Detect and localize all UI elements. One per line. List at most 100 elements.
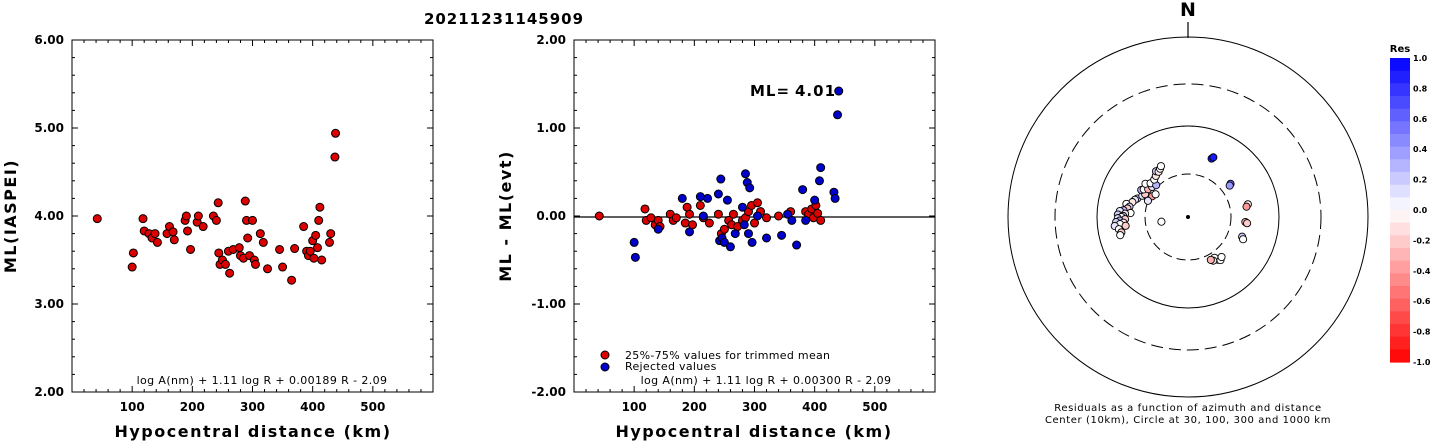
panel2-rejected-point (743, 229, 753, 239)
colorbar-cell (1390, 172, 1410, 186)
panel2-rejected-point (629, 237, 639, 247)
station-marker (1206, 255, 1215, 264)
panel1-data-point (152, 237, 162, 247)
panel1-xtick-label: 300 (240, 400, 265, 414)
panel1-data-point (309, 253, 319, 263)
station-marker (1242, 202, 1251, 211)
station-marker (1121, 221, 1130, 230)
panel2-xtick-label: 500 (862, 400, 887, 414)
station-marker (1143, 196, 1152, 205)
colorbar-tick-label: -0.4 (1413, 267, 1431, 276)
panel2-rejected-point (695, 192, 705, 202)
panel1-data-point (92, 214, 102, 224)
panel2-ytick-label: -1.00 (531, 297, 566, 311)
panel2-rejected-point (703, 193, 713, 203)
panel2-trimmed-point (640, 204, 650, 214)
panel1-x-axis: 100 200 300 400 500 (83, 40, 422, 414)
panel1-data-point (248, 215, 257, 225)
panel2-trimmed-point (713, 209, 723, 219)
panel2-rejected-point (810, 195, 820, 205)
panel1-data-point (290, 244, 300, 254)
colorbar-cell (1390, 83, 1410, 97)
panel1-data-point (326, 229, 336, 239)
legend-rejected-label: Rejected values (625, 360, 717, 373)
colorbar-tick-label: 0.6 (1413, 115, 1428, 124)
colorbar-cell (1390, 58, 1410, 72)
panel2-rejected-point (753, 211, 763, 221)
legend-rejected-marker (600, 362, 610, 372)
panel1-data-point (258, 237, 268, 247)
panel2-ytick-label: -2.00 (531, 385, 566, 399)
panel1-xtick-label: 400 (300, 400, 325, 414)
colorbar-cell (1390, 210, 1410, 224)
panel2-trimmed-point (704, 218, 714, 228)
panel1-data-point (234, 243, 244, 253)
station-marker (1116, 231, 1125, 240)
panel-ml-residual: -2.00 -1.00 0.00 1.00 2.00 100 200 300 400 500 M… (496, 33, 936, 441)
station-marker (1239, 235, 1248, 244)
station-marker (1157, 217, 1166, 226)
panel2-rejected-point (653, 224, 663, 234)
panel2-rejected-point (792, 240, 802, 250)
panel1-data-point (169, 235, 179, 245)
colorbar-cell (1390, 273, 1410, 287)
panel1-data-point (211, 215, 221, 225)
panel2-rejected-point (777, 230, 787, 240)
panel1-data-point (312, 243, 322, 253)
panel1-data-point (243, 233, 253, 243)
panel2-rejected-point (798, 185, 808, 195)
legend-trimmed-label: 25%-75% values for trimmed mean (625, 349, 830, 362)
outer-circle-1000km (1007, 36, 1369, 398)
panel2-trimmed-point (816, 215, 826, 225)
panel2-ytick-label: 2.00 (536, 33, 566, 47)
panel2-rejected-point (713, 189, 723, 199)
circle-100km (1096, 125, 1280, 309)
panel1-data-point (255, 229, 265, 239)
panel2-xtick-label: 200 (682, 400, 707, 414)
station-marker (1156, 162, 1166, 171)
panel2-rejected-point (740, 169, 750, 179)
panel2-rejected-point (747, 237, 757, 247)
panel2-x-label: Hypocentral distance (km) (615, 422, 892, 441)
colorbar-cell (1390, 222, 1410, 236)
station-marker (1209, 153, 1218, 162)
station-marker (1225, 181, 1234, 190)
panel2-trimmed-point (774, 211, 784, 221)
panel1-data-point (287, 275, 297, 285)
panel2-trimmed-point (728, 209, 738, 219)
colorbar-tick-label: -0.6 (1413, 297, 1431, 306)
colorbar-tick-label: -0.8 (1413, 328, 1431, 337)
panel1-data-point (314, 215, 324, 225)
panel2-rejected-point (739, 220, 749, 230)
colorbar-cell (1390, 159, 1410, 173)
panel1-data-point (186, 244, 196, 254)
colorbar-tick-label: -1.0 (1413, 358, 1431, 367)
colorbar-cell (1390, 70, 1410, 84)
colorbar-cell (1390, 146, 1410, 160)
north-label: N (1180, 0, 1196, 21)
colorbar-cell (1390, 298, 1410, 312)
panel1-data-point (214, 248, 224, 258)
panel1-data-point (331, 128, 341, 138)
colorbar-cell (1390, 197, 1410, 211)
panel2-xtick-label: 100 (622, 400, 647, 414)
circle-30km (1144, 173, 1232, 261)
panel2-rejected-point (814, 176, 824, 186)
panel1-data-point (299, 222, 309, 232)
panel1-data-point (263, 264, 273, 274)
panel1-ytick-label: 2.00 (34, 385, 64, 399)
panel1-ytick-label: 6.00 (34, 33, 64, 47)
panel1-data-point (311, 230, 321, 240)
colorbar-cell (1390, 108, 1410, 122)
colorbar-cell (1390, 311, 1410, 325)
station-marker (1243, 219, 1252, 228)
panel1-data-point (240, 196, 250, 206)
panel2-trimmed-point (695, 200, 705, 210)
panel2-rejected-point (783, 209, 793, 219)
panel2-trimmed-point (753, 198, 763, 208)
panel2-xtick-label: 400 (802, 400, 827, 414)
panel1-points (92, 128, 341, 285)
panel1-data-point (150, 229, 160, 239)
panel2-y-label: ML - ML(evt) (496, 150, 515, 282)
